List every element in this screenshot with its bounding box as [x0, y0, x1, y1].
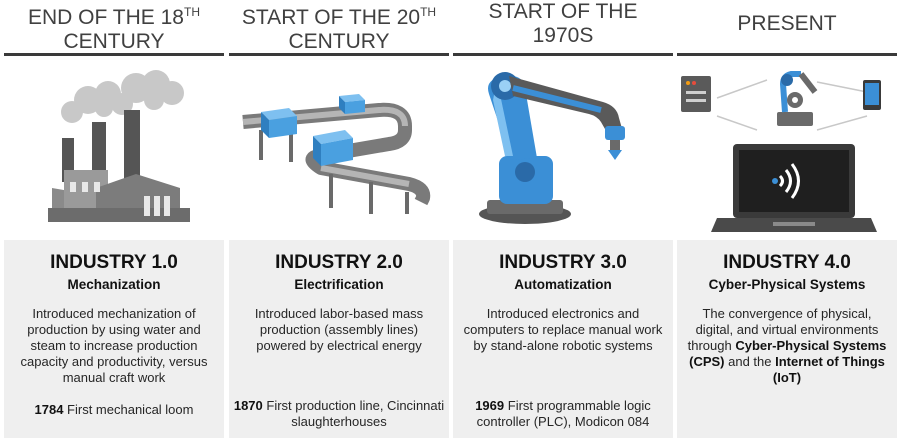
- info-panel: INDUSTRY 3.0 Automatization Introduced e…: [453, 240, 673, 438]
- panel-description: The convergence of physical, digital, an…: [687, 306, 887, 385]
- panel-description: Introduced labor-based mass production (…: [254, 306, 424, 353]
- server-icon: [681, 76, 711, 112]
- era-heading: START OF THE 20TH CENTURY: [241, 5, 437, 53]
- panel-subtitle: Cyber-Physical Systems: [708, 277, 866, 292]
- panel-title: INDUSTRY 3.0: [499, 252, 627, 273]
- column-industry-1: END OF THE 18TH CENTURY INDUSTRY 1.0 Mec…: [4, 0, 224, 438]
- milestone: 1870 First production line, Cincinnati s…: [233, 398, 445, 429]
- panel-description: Introduced mechanization of production b…: [20, 306, 208, 385]
- conveyor-belt-icon: [242, 94, 431, 214]
- milestone: 1969 First programmable logic controller…: [475, 398, 651, 429]
- info-panel: INDUSTRY 4.0 Cyber-Physical Systems The …: [677, 240, 897, 438]
- divider: [453, 53, 673, 56]
- factory-icon: [48, 70, 190, 222]
- robot-arm-icon: [479, 72, 625, 224]
- era-heading: END OF THE 18TH CENTURY: [28, 5, 200, 53]
- connected-laptop-icon: [681, 71, 881, 232]
- divider: [229, 53, 449, 56]
- panel-subtitle: Electrification: [294, 277, 384, 292]
- robot-icon: [777, 71, 818, 126]
- info-panel: INDUSTRY 1.0 Mechanization Introduced me…: [4, 240, 224, 438]
- smartphone-icon: [863, 80, 881, 110]
- panel-title: INDUSTRY 4.0: [723, 252, 851, 273]
- divider: [4, 53, 224, 56]
- milestone: 1784 First mechanical loom: [34, 402, 194, 417]
- column-industry-4: PRESENT INDUSTRY 4.0: [677, 0, 897, 438]
- column-industry-3: START OF THE 1970S INDUSTRY 3.0 Automati…: [453, 0, 673, 438]
- panel-description: Introduced electronics and computers to …: [463, 306, 663, 353]
- era-heading: PRESENT: [737, 12, 837, 35]
- panel-subtitle: Automatization: [514, 277, 612, 292]
- divider: [677, 53, 897, 56]
- panel-title: INDUSTRY 2.0: [275, 252, 403, 273]
- era-heading: START OF THE 1970S: [488, 0, 638, 47]
- panel-title: INDUSTRY 1.0: [50, 252, 178, 273]
- info-panel: INDUSTRY 2.0 Electrification Introduced …: [229, 240, 449, 438]
- panel-subtitle: Mechanization: [67, 277, 161, 292]
- column-industry-2: START OF THE 20TH CENTURY INDUSTRY 2.0: [229, 0, 449, 438]
